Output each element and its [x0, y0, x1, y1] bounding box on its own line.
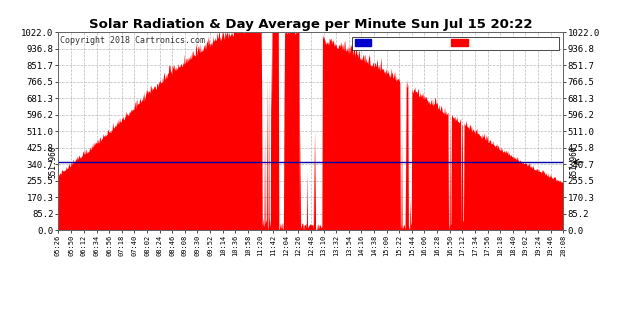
Title: Solar Radiation & Day Average per Minute Sun Jul 15 20:22: Solar Radiation & Day Average per Minute… — [89, 18, 532, 31]
Legend: Median  (w/m2), Radiation (w/m2): Median (w/m2), Radiation (w/m2) — [352, 36, 559, 50]
Text: 351.960: 351.960 — [570, 146, 579, 178]
Text: Copyright 2018 Cartronics.com: Copyright 2018 Cartronics.com — [60, 36, 205, 45]
Text: 351.960: 351.960 — [48, 146, 57, 178]
